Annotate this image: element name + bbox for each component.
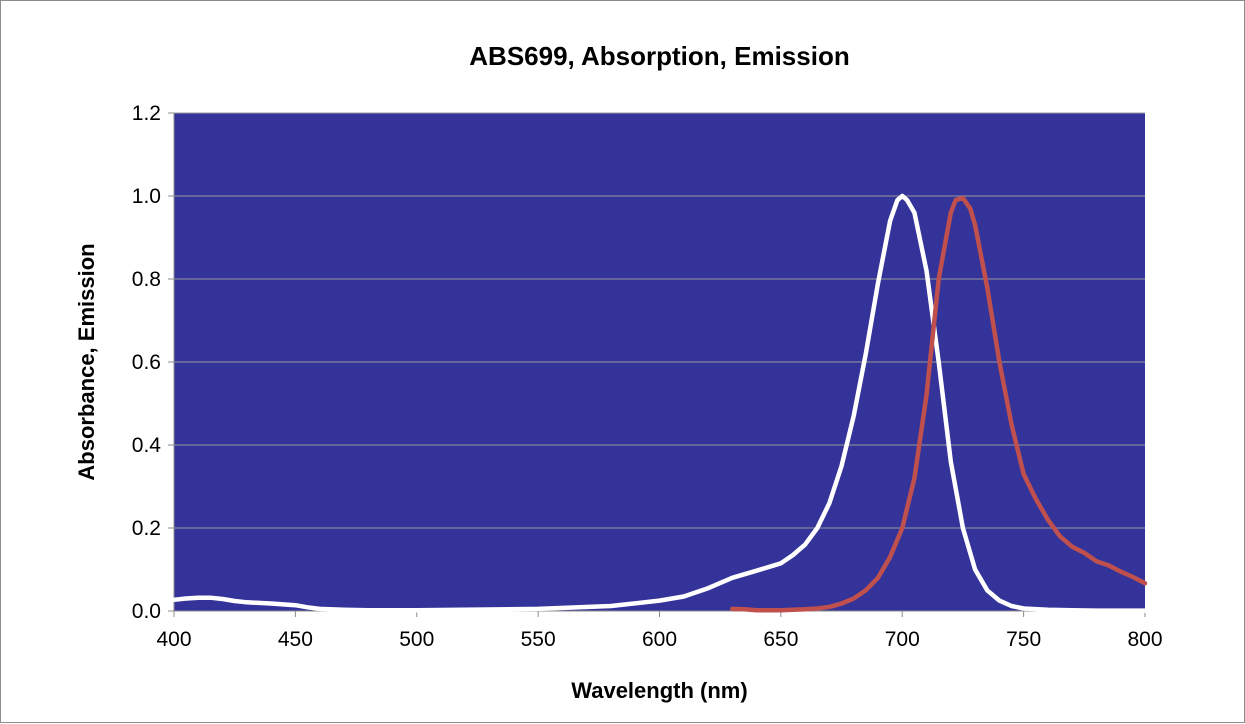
- gridlines: [174, 112, 1145, 529]
- y-tick-label: 0.0: [132, 600, 161, 623]
- x-tick-label: 450: [278, 628, 313, 651]
- y-axis-title: Absorbance, Emission: [74, 243, 99, 480]
- y-tick-label: 0.2: [132, 517, 161, 540]
- chart-title: ABS699, Absorption, Emission: [469, 41, 849, 71]
- series-line-1: [171, 193, 1148, 613]
- x-tick-label: 400: [156, 628, 191, 651]
- x-tick-label: 500: [399, 628, 434, 651]
- x-tick-label: 550: [521, 628, 556, 651]
- y-tick-label: 1.0: [132, 185, 161, 208]
- y-tick-label: 0.8: [132, 268, 161, 291]
- x-axis-title: Wavelength (nm): [571, 678, 747, 703]
- x-tick-label: 750: [1006, 628, 1041, 651]
- x-tick-label: 600: [642, 628, 677, 651]
- series-group: [171, 193, 1148, 613]
- y-tick-label: 0.4: [132, 434, 162, 457]
- y-tick-label: 0.6: [132, 351, 161, 374]
- tick-labels: 0.0 0.2 0.4 0.6 0.8 1.0 1.2 400 450 500 550 600 650 7…: [132, 102, 1163, 651]
- x-tick-label: 800: [1127, 628, 1162, 651]
- series-line-2: [730, 195, 1148, 613]
- y-tick-label: 1.2: [132, 102, 161, 125]
- x-tick-label: 650: [763, 628, 798, 651]
- x-tick-label: 700: [885, 628, 920, 651]
